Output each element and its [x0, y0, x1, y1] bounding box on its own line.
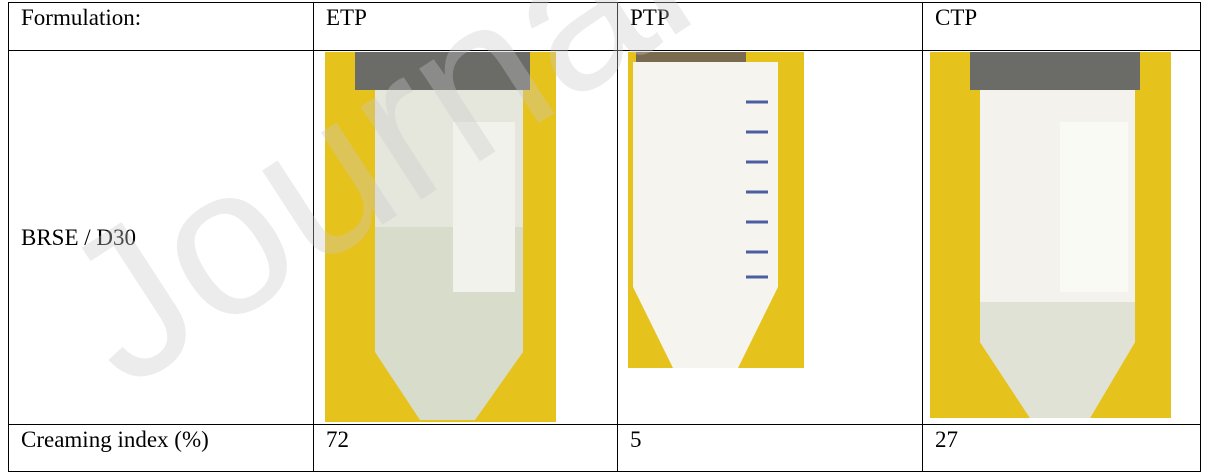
header-cell: PTP — [617, 2, 923, 51]
row-cell: 72 — [313, 424, 618, 472]
header-cell: ETP — [313, 2, 618, 51]
photo-ctp — [930, 52, 1171, 418]
page: {"table": {"header": ["Formulation:", "E… — [8, 0, 1201, 472]
photo-etp — [325, 52, 556, 422]
row-cell: 5 — [617, 424, 923, 472]
row-label-text: BRSE / D30 — [21, 224, 137, 250]
row-cell: 27 — [922, 424, 1201, 472]
row-cell: Creaming index (%) — [8, 424, 314, 472]
photo-ptp — [628, 52, 804, 368]
table: Formulation: ETP PTP CTP BRSE / D30 Crea… — [8, 2, 1201, 472]
header-cell: Formulation: — [8, 2, 314, 51]
row-label: BRSE / D30 — [8, 50, 314, 425]
header-cell: CTP — [922, 2, 1201, 51]
